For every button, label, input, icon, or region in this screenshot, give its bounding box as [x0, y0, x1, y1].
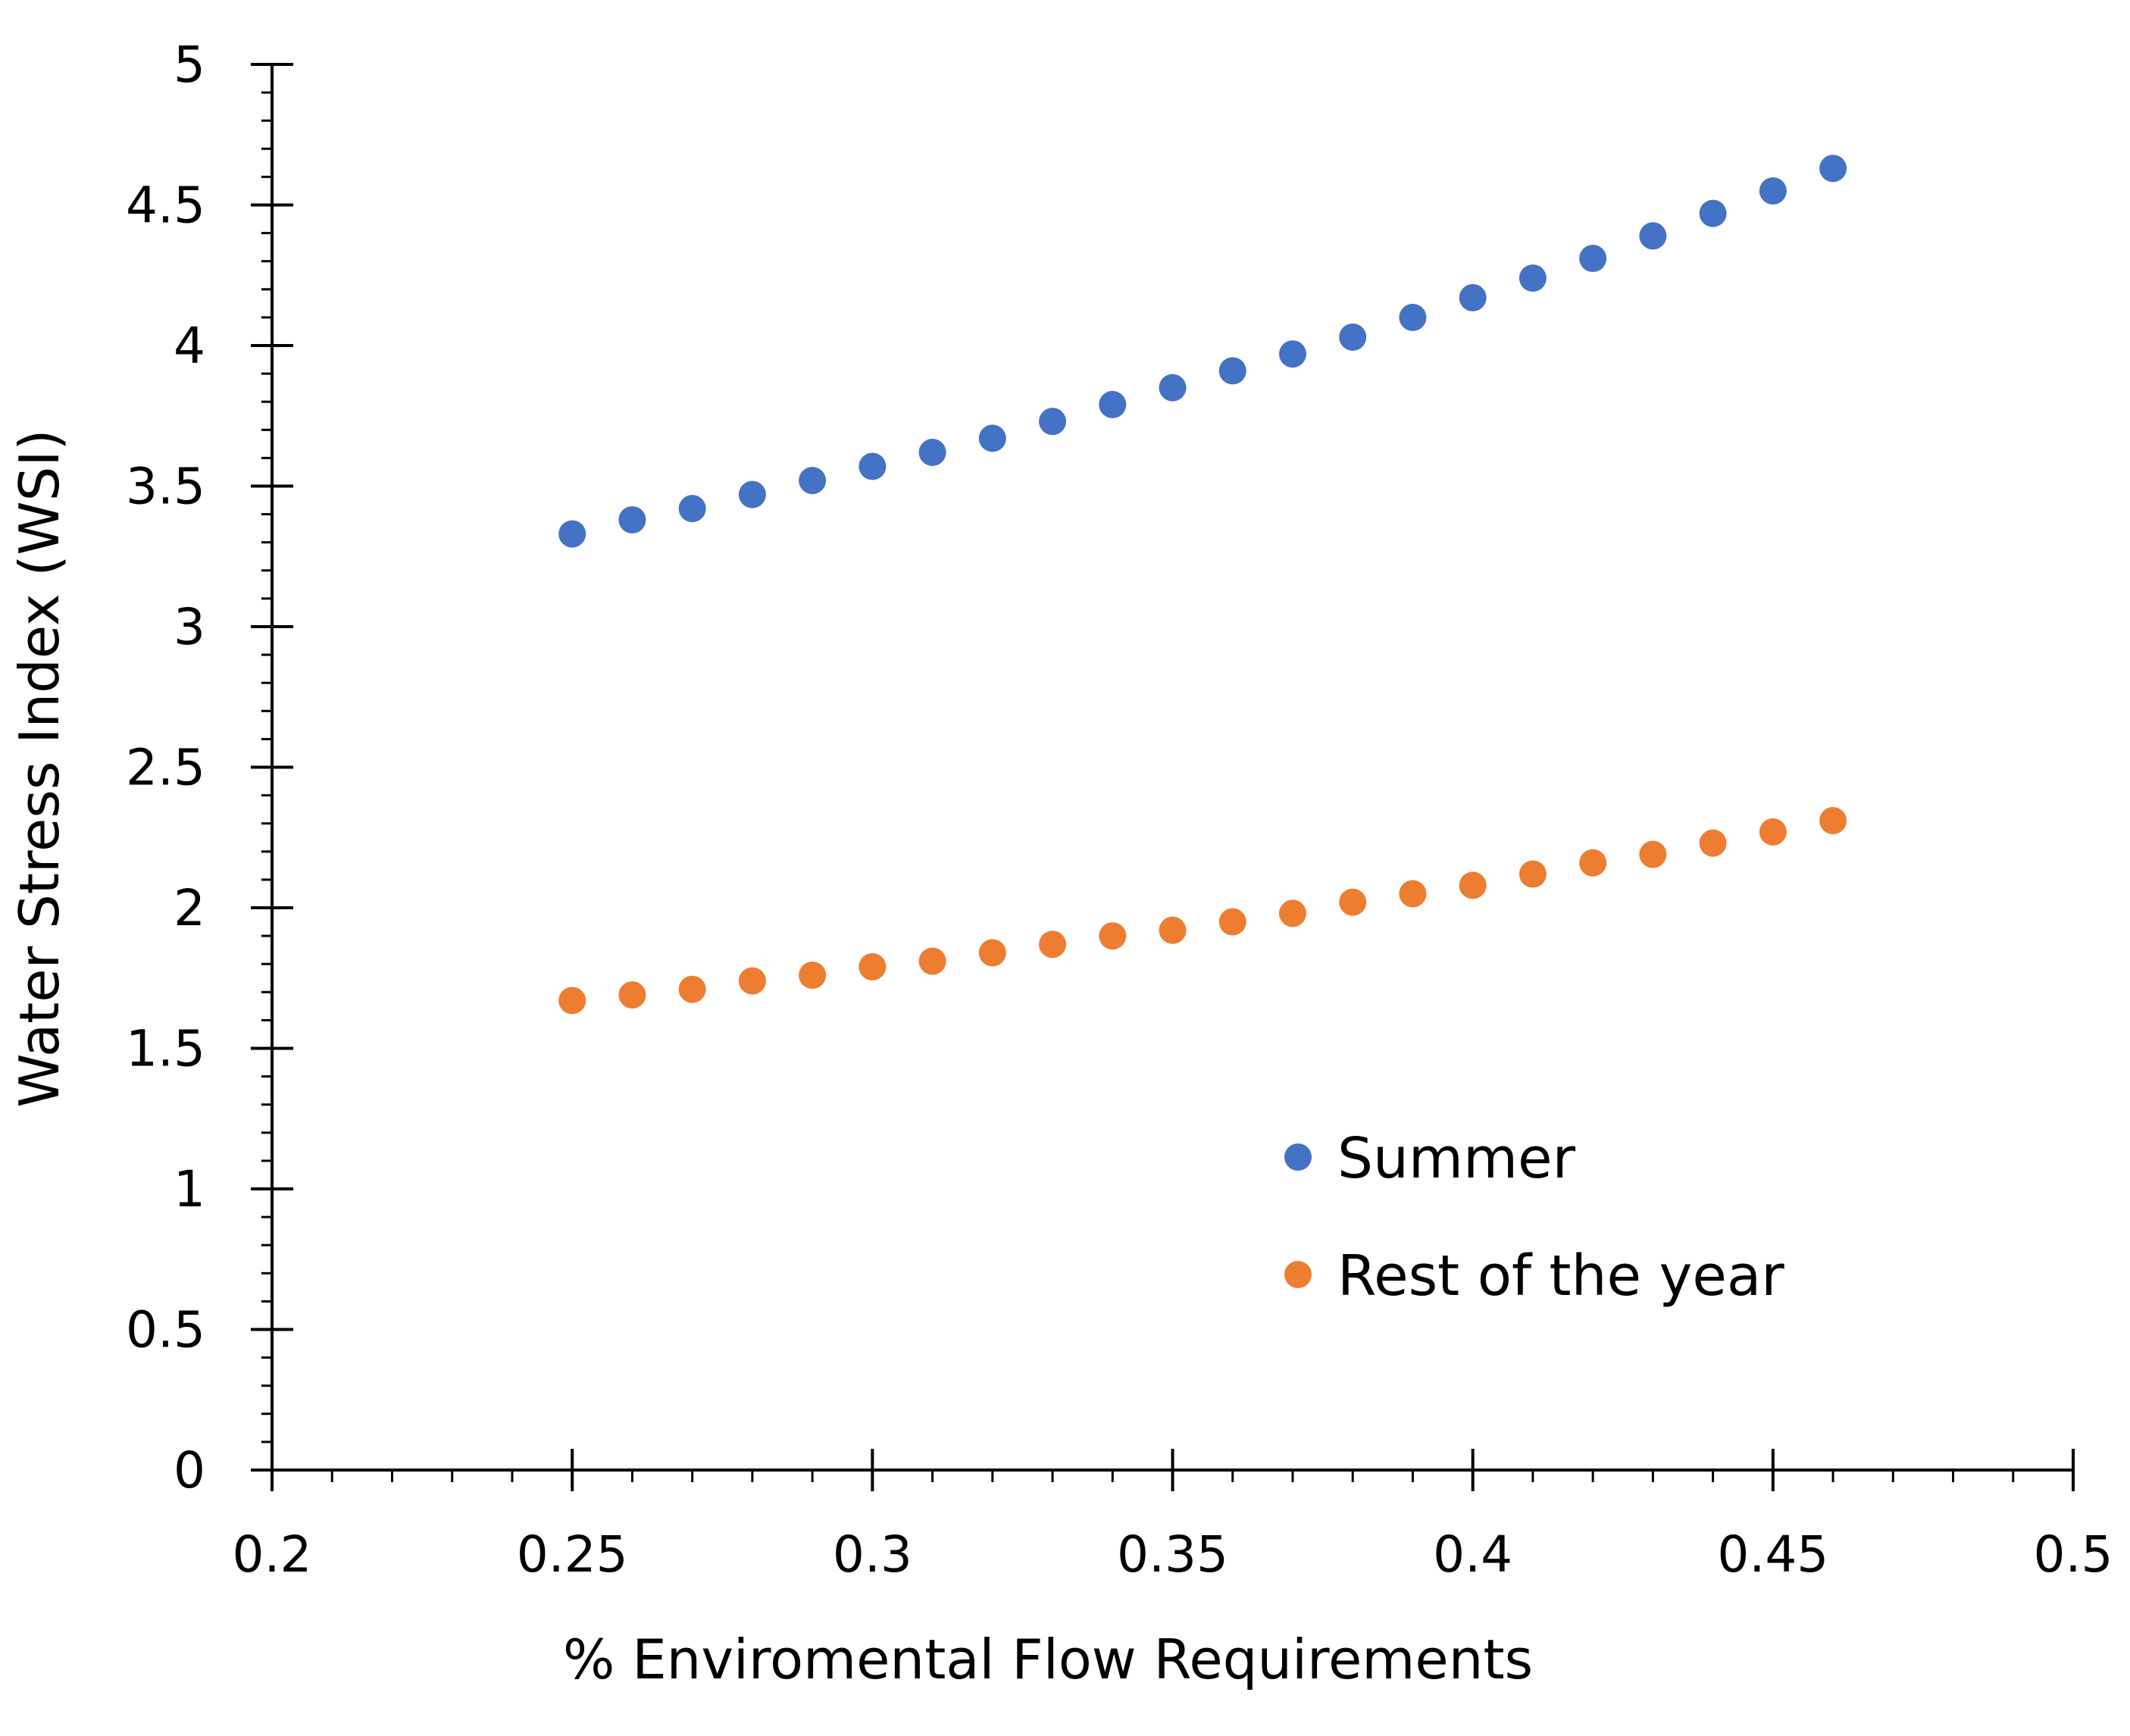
summer-point — [618, 506, 646, 533]
summer-point — [1700, 200, 1727, 227]
legend-label-summer: Summer — [1337, 1126, 1576, 1191]
x-tick-label: 0.25 — [517, 1525, 628, 1584]
rest-of-year-point — [739, 967, 766, 994]
summer-point — [1339, 324, 1366, 351]
y-tick-label: 1 — [174, 1160, 205, 1218]
y-axis-title: Water Stress Index (WSI) — [8, 429, 71, 1107]
rest-of-year-point — [1159, 917, 1187, 944]
summer-point — [1519, 264, 1547, 292]
rest-of-year-point — [558, 987, 586, 1014]
y-tick-label: 1.5 — [126, 1020, 205, 1078]
rest-of-year-point — [1399, 880, 1426, 907]
y-tick-label: 2.5 — [126, 739, 205, 797]
rest-of-year-point — [618, 981, 646, 1009]
rest-of-year-point — [859, 953, 886, 981]
summer-point — [558, 521, 586, 548]
x-axis-title: % Enviromental Flow Requirements — [563, 1628, 1533, 1691]
summer-point — [799, 467, 826, 494]
rest-of-year-point — [1700, 830, 1727, 857]
rest-of-year-point — [979, 939, 1006, 966]
rest-of-year-point — [679, 976, 706, 1003]
rest-of-year-point — [799, 962, 826, 989]
summer-point — [679, 495, 706, 522]
rest-of-year-point — [1519, 860, 1547, 887]
rest-of-year-point — [1459, 871, 1487, 899]
legend: Summer Rest of the year — [1284, 1126, 1784, 1309]
chart-canvas: 0 0.5 1 1.5 2 2.5 3 3.5 4 4.5 5 0.2 0.25 0.3 0.35 0.4 0.… — [0, 0, 2130, 1733]
summer-point — [1099, 391, 1126, 418]
summer-point — [1579, 245, 1606, 272]
summer-point — [859, 453, 886, 480]
x-tick-label: 0.45 — [1717, 1525, 1828, 1584]
rest-of-year-point — [1339, 889, 1366, 916]
legend-label-rest-of-year: Rest of the year — [1337, 1243, 1784, 1309]
y-tick-label: 4.5 — [126, 177, 205, 235]
rest-of-year-point — [1819, 807, 1847, 834]
scatter-chart: 0 0.5 1 1.5 2 2.5 3 3.5 4 4.5 5 0.2 0.25 0.3 0.35 0.4 0.… — [0, 0, 2130, 1733]
summer-point — [1159, 374, 1187, 402]
summer-point — [919, 439, 946, 466]
rest-of-year-point — [919, 947, 946, 974]
x-tick-label: 0.35 — [1117, 1525, 1228, 1584]
summer-point — [1219, 357, 1246, 384]
y-tick-label: 3 — [174, 598, 205, 656]
y-tick-label: 5 — [174, 36, 205, 94]
legend-marker-summer — [1284, 1143, 1312, 1171]
summer-point — [1279, 340, 1306, 368]
summer-point — [979, 424, 1006, 452]
y-tick-label: 0 — [174, 1441, 205, 1500]
summer-point — [1759, 177, 1787, 205]
x-tick-label: 0.4 — [1433, 1525, 1512, 1584]
summer-point — [1039, 408, 1066, 435]
axes — [272, 64, 2073, 1470]
ticks: 0 0.5 1 1.5 2 2.5 3 3.5 4 4.5 5 0.2 0.25 0.3 0.35 0.4 0.… — [126, 36, 2113, 1584]
y-tick-label: 2 — [174, 879, 205, 937]
summer-point — [1639, 222, 1666, 249]
summer-point — [1819, 155, 1847, 182]
rest-of-year-point — [1579, 849, 1606, 877]
summer-point — [1399, 304, 1426, 331]
legend-marker-rest-of-year — [1284, 1261, 1312, 1288]
rest-of-year-point — [1279, 899, 1306, 927]
summer-point — [1459, 284, 1487, 311]
y-tick-label: 0.5 — [126, 1301, 205, 1359]
summer-point — [739, 481, 766, 508]
data-points — [558, 155, 1847, 1014]
rest-of-year-point — [1039, 931, 1066, 958]
y-tick-label: 4 — [174, 317, 205, 375]
x-tick-label: 0.3 — [833, 1525, 912, 1584]
rest-of-year-point — [1639, 841, 1666, 868]
y-tick-label: 3.5 — [126, 458, 205, 516]
x-tick-label: 0.5 — [2034, 1525, 2113, 1584]
x-tick-label: 0.2 — [233, 1525, 312, 1584]
rest-of-year-point — [1759, 818, 1787, 846]
rest-of-year-point — [1099, 922, 1126, 949]
rest-of-year-point — [1219, 909, 1246, 936]
